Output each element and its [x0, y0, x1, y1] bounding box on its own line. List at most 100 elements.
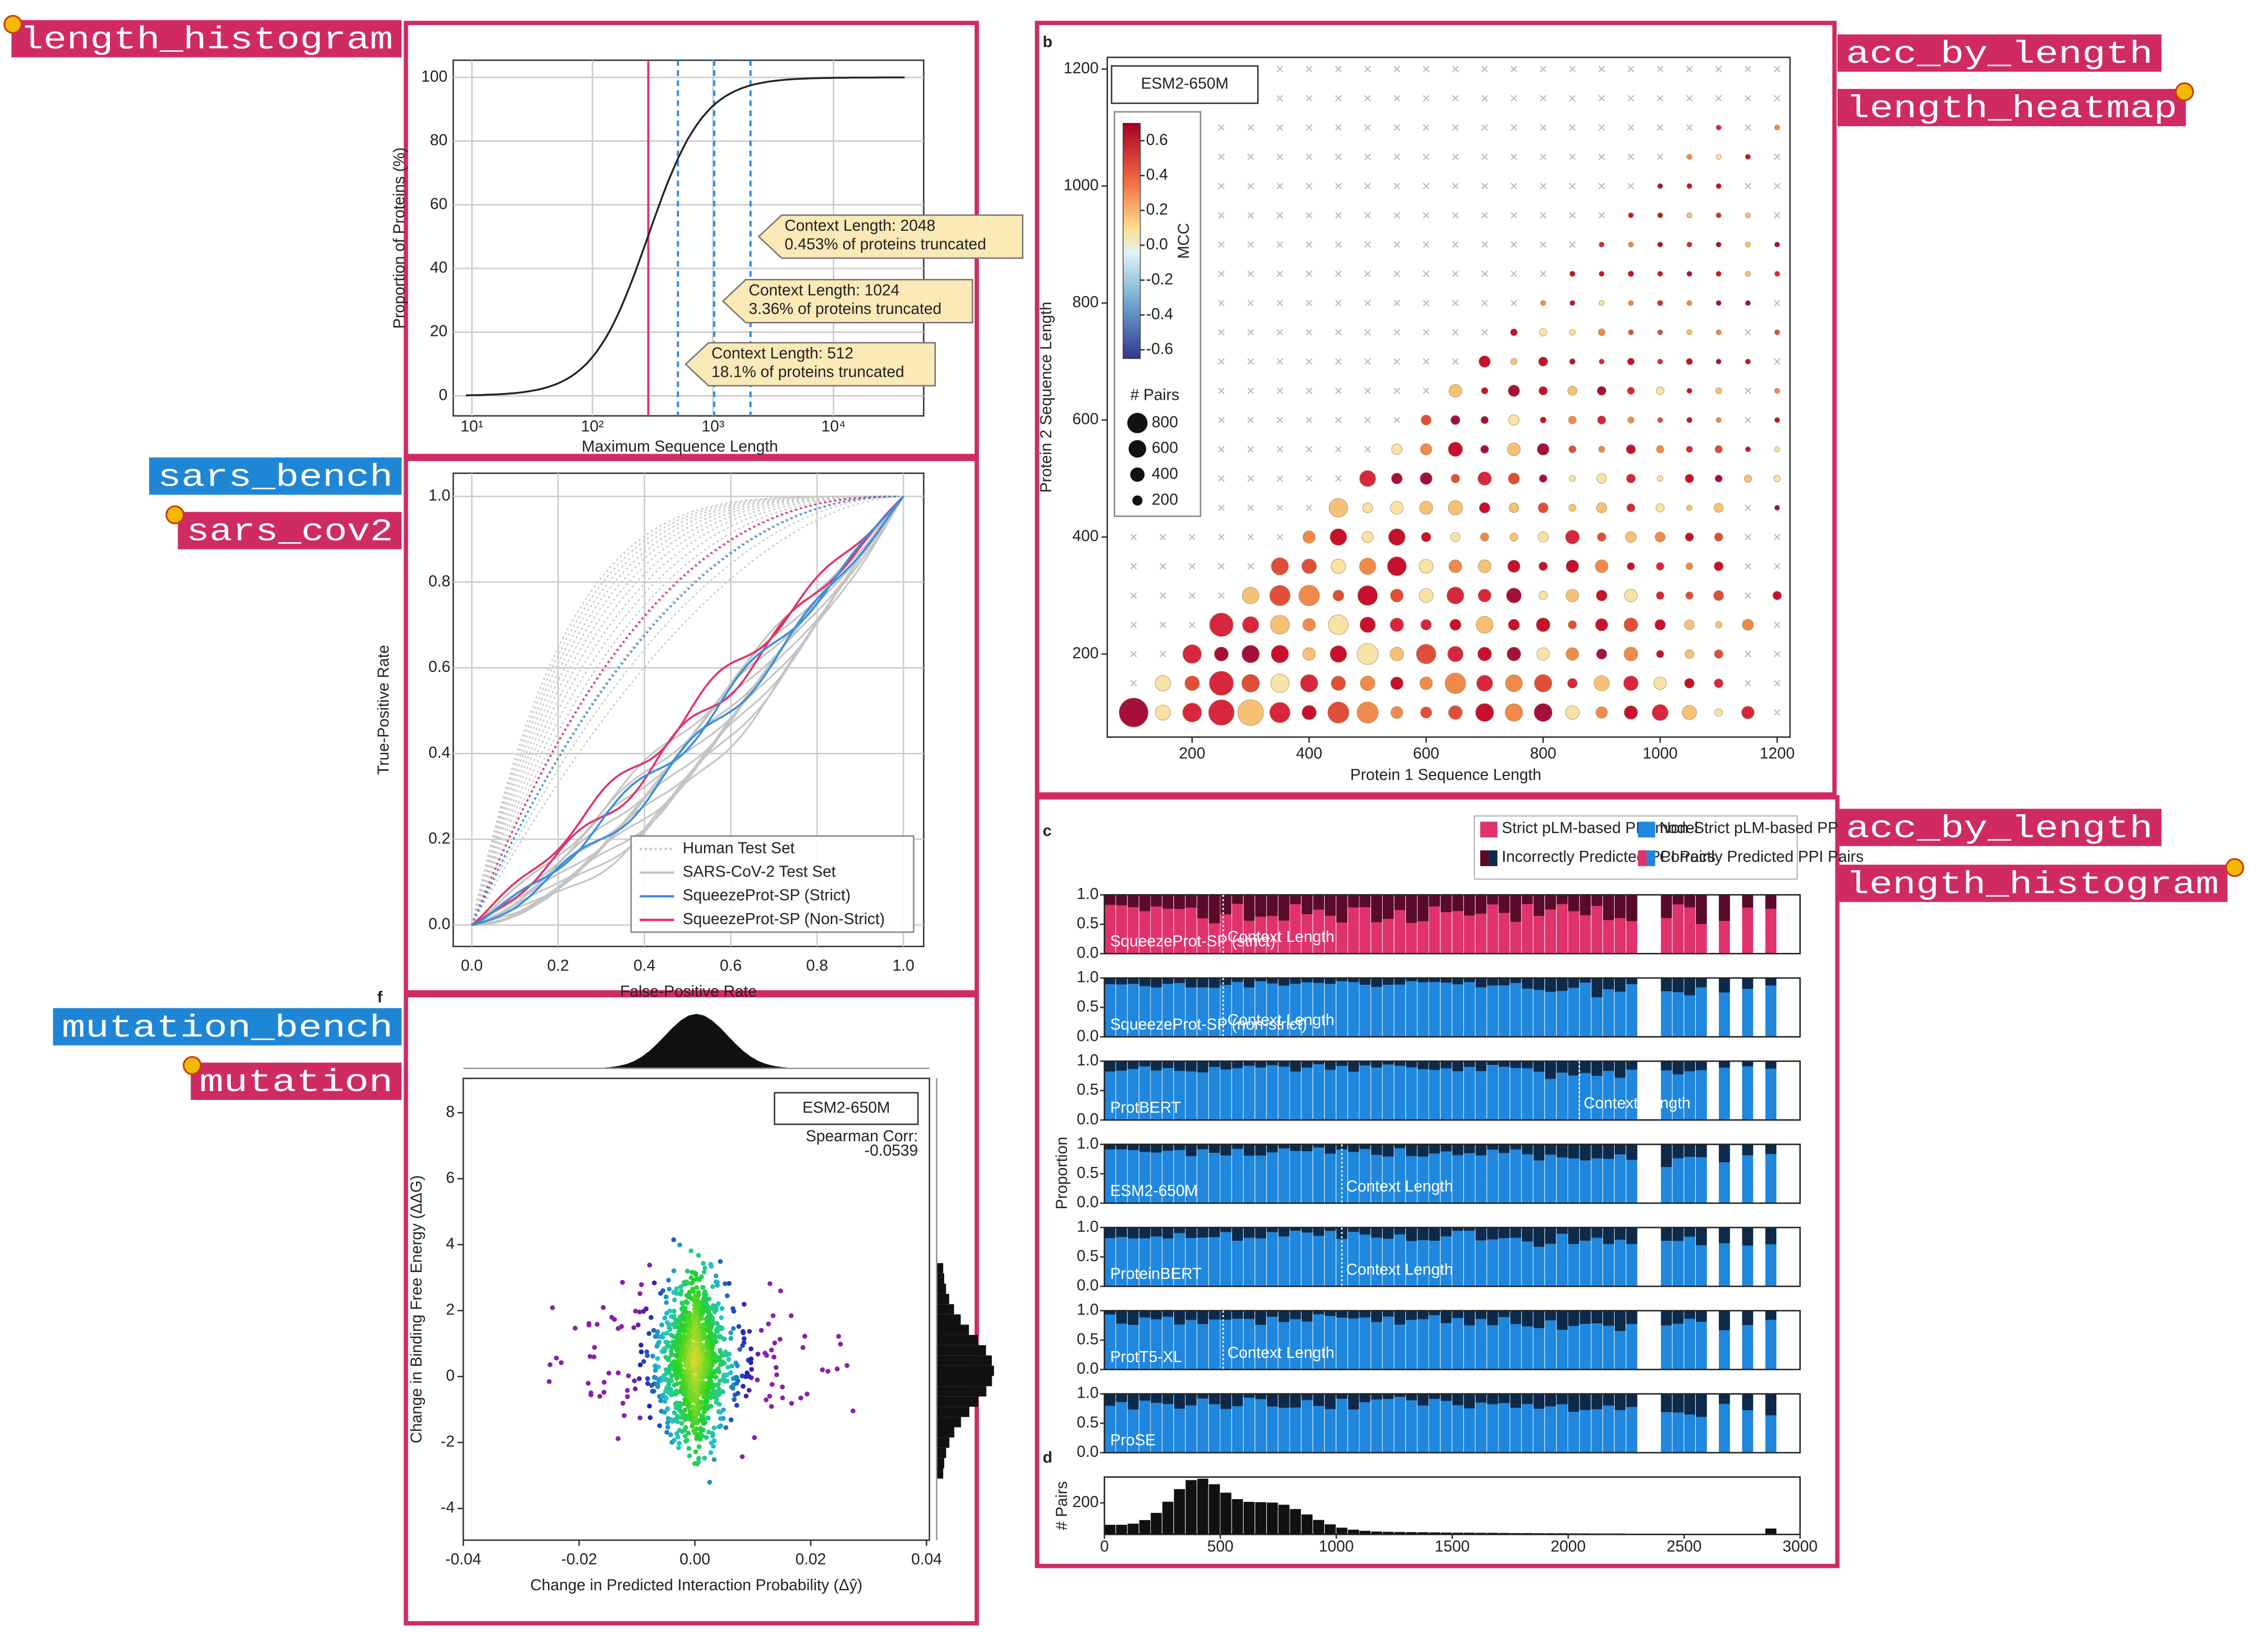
scatter-point [717, 1424, 722, 1430]
scatter-point [701, 1395, 707, 1400]
heatmap-dot [1624, 617, 1638, 632]
bar-incorrect [1116, 1144, 1127, 1150]
empty-cell [1218, 475, 1225, 482]
empty-cell [1774, 709, 1781, 716]
heatmap-dot [1716, 241, 1722, 248]
heatmap-dot [1623, 676, 1639, 691]
scatter-point [685, 1300, 690, 1306]
tag-label: sars_bench [158, 460, 393, 496]
heatmap-dot [1654, 619, 1666, 631]
bar-correct [1139, 1144, 1150, 1204]
bar-incorrect [1139, 895, 1150, 912]
scatter-point [637, 1309, 642, 1314]
bar-incorrect [1533, 1393, 1545, 1409]
callout [722, 279, 974, 323]
bar-correct [1684, 895, 1695, 954]
bar-incorrect [1232, 1227, 1243, 1241]
heatmap-dot [1390, 706, 1403, 719]
bar-correct [1185, 895, 1197, 954]
scatter-point [687, 1453, 692, 1458]
scatter-point [695, 1309, 700, 1314]
scatter-point [696, 1336, 701, 1342]
scatter-point [734, 1402, 740, 1408]
scatter-point [694, 1385, 700, 1390]
bar-correct [1104, 895, 1116, 954]
legend-label: Incorrectly Predicted PPI Pairs [1502, 848, 1716, 866]
empty-cell [1774, 299, 1781, 307]
heatmap-dot [1391, 444, 1403, 455]
pairs-bar [1452, 1532, 1463, 1535]
empty-cell [1657, 65, 1664, 73]
heatmap-dot [1536, 647, 1550, 661]
empty-cell [1452, 329, 1459, 336]
bar-correct [1591, 1227, 1603, 1287]
bar-incorrect [1185, 1061, 1197, 1072]
scatter-point [706, 1351, 711, 1356]
bar-correct [1487, 1144, 1498, 1204]
bar-correct [1603, 977, 1614, 1037]
empty-cell [1744, 329, 1751, 336]
empty-cell [1452, 212, 1459, 219]
bar-incorrect [1243, 1227, 1255, 1238]
scatter-point [798, 1396, 803, 1401]
bar-correct [1603, 1061, 1614, 1120]
y-tick-label: 400 [1072, 527, 1099, 545]
scatter-point [695, 1298, 700, 1303]
heatmap-dot [1269, 585, 1291, 606]
bar-incorrect [1278, 895, 1290, 921]
bar-incorrect [1232, 1144, 1243, 1149]
x-tick-label: 0.8 [806, 957, 828, 974]
empty-cell [1715, 65, 1722, 73]
tag-label: mutation_bench [62, 1011, 393, 1047]
scatter-point [692, 1320, 698, 1325]
bar-incorrect [1220, 1061, 1232, 1070]
heatmap-dot [1652, 704, 1669, 721]
bar-incorrect [1603, 1061, 1614, 1071]
y-tick-label: 0.0 [1077, 1277, 1099, 1294]
empty-cell [1423, 329, 1430, 336]
bar-incorrect [1336, 1310, 1348, 1318]
bar-incorrect [1672, 977, 1684, 993]
scatter-point [820, 1367, 825, 1373]
heatmap-dot [1628, 212, 1634, 218]
bar-correct [1220, 1144, 1232, 1204]
scatter-point [700, 1285, 706, 1290]
bar-incorrect [1220, 977, 1232, 985]
bar-incorrect [1429, 1144, 1440, 1154]
bar-incorrect [1359, 1144, 1371, 1149]
pairs-bar [1406, 1532, 1417, 1535]
legend [630, 835, 915, 933]
bar-correct [1267, 977, 1278, 1037]
heatmap-dot [1598, 358, 1605, 365]
empty-cell [1510, 183, 1517, 189]
bar-incorrect [1487, 1310, 1498, 1325]
bar-incorrect [1521, 1393, 1533, 1404]
bar-correct [1487, 1227, 1498, 1287]
empty-cell [1189, 534, 1195, 541]
heatmap-dot [1237, 699, 1264, 726]
scatter-point [789, 1401, 795, 1406]
scatter-point [701, 1345, 707, 1351]
bar-incorrect [1278, 1310, 1290, 1322]
heatmap-dot [1595, 559, 1608, 573]
heatmap-dot [1565, 589, 1579, 602]
size-legend-dot [1130, 467, 1145, 482]
scatter-point [663, 1340, 669, 1345]
pairs-bar [1209, 1484, 1220, 1535]
empty-cell [1305, 95, 1313, 102]
bar-incorrect [1150, 1393, 1162, 1403]
bar-correct [1498, 977, 1510, 1037]
bar-incorrect [1382, 1227, 1394, 1239]
scatter-point [736, 1324, 742, 1329]
scatter-point [595, 1322, 600, 1327]
bar-incorrect [1661, 1227, 1672, 1241]
bar-incorrect [1719, 1227, 1730, 1243]
scatter-point [707, 1479, 712, 1485]
y-tick-label: 600 [1072, 411, 1099, 428]
bar-incorrect [1348, 977, 1359, 982]
bar-correct [1672, 977, 1684, 1037]
empty-cell [1657, 95, 1664, 102]
scatter-point [664, 1300, 669, 1305]
roc-curve [471, 496, 899, 926]
